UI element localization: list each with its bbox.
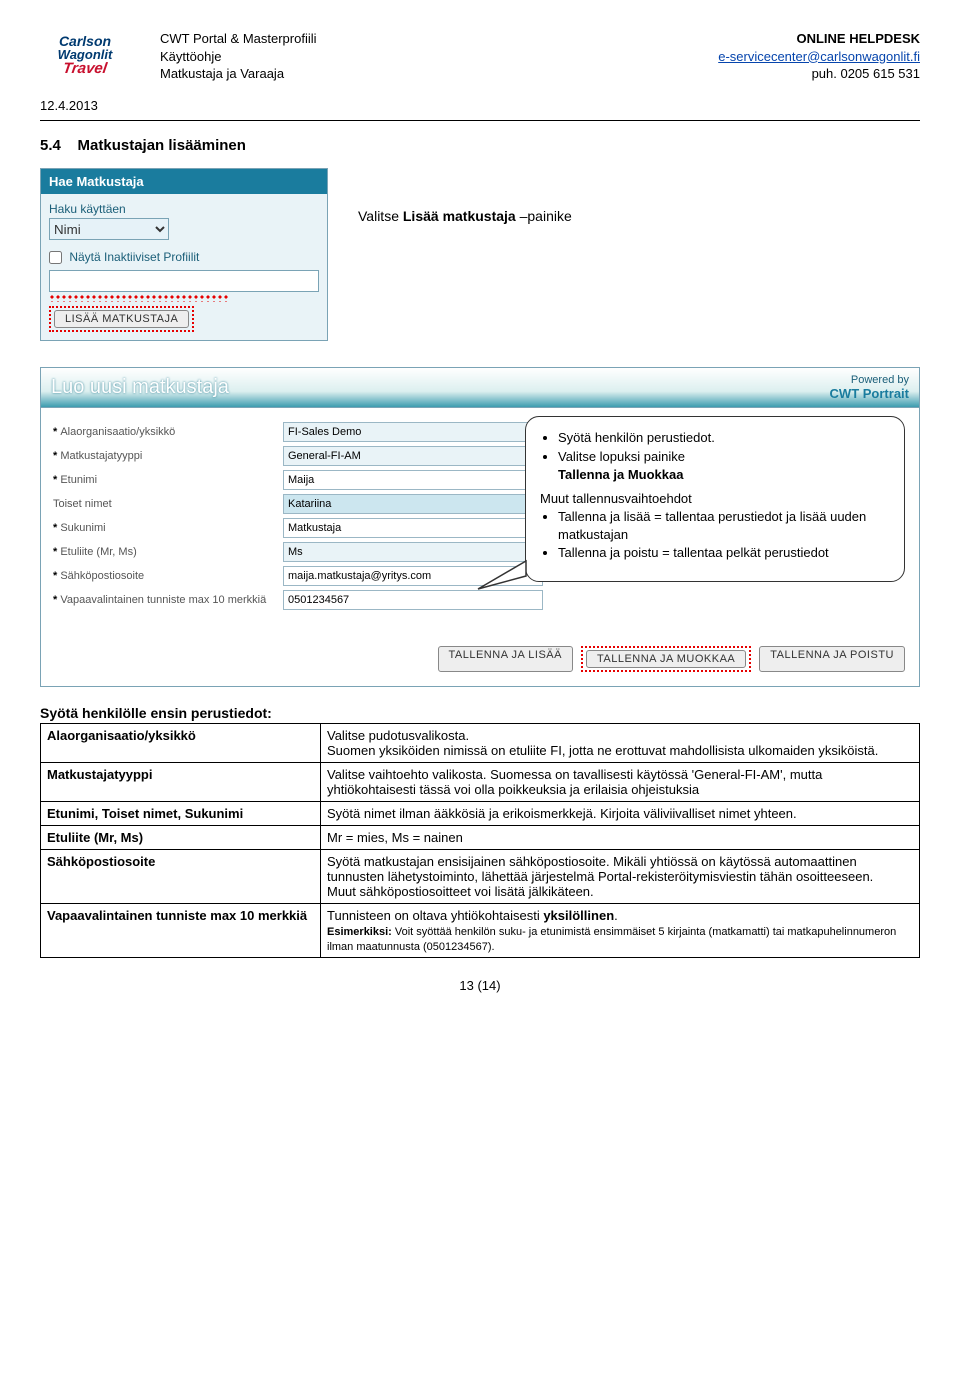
add-traveller-button[interactable]: LISÄÄ MATKUSTAJA: [54, 310, 189, 328]
form-row-label: * Matkustajatyyppi: [53, 450, 283, 462]
create-panel-title: Luo uusi matkustaja: [51, 376, 229, 399]
def-key: Matkustajatyyppi: [41, 763, 321, 802]
search-traveller-panel: Hae Matkustaja Haku käyttäen Nimi Näytä …: [40, 168, 328, 341]
def-value: Syötä matkustajan ensisijainen sähköpost…: [321, 850, 920, 904]
callout-subtitle: Muut tallennusvaihtoehdot: [540, 490, 890, 508]
search-field-label: Haku käyttäen: [49, 202, 319, 216]
doc-title-1: CWT Portal & Masterprofiili: [160, 30, 718, 48]
search-input[interactable]: [49, 270, 319, 292]
form-row: * Vapaavalintainen tunniste max 10 merkk…: [53, 590, 907, 610]
header-date: 12.4.2013: [40, 98, 98, 113]
header-separator: [40, 120, 920, 121]
create-traveller-panel: Luo uusi matkustaja Powered by CWT Portr…: [40, 367, 920, 687]
inactive-checkbox-label: Näytä Inaktiiviset Profiilit: [69, 250, 199, 264]
form-row-label: * Alaorganisaatio/yksikkö: [53, 426, 283, 438]
form-input[interactable]: [283, 422, 543, 442]
form-row-label: Toiset nimet: [53, 498, 283, 510]
header-right: ONLINE HELPDESK e-servicecenter@carlsonw…: [718, 20, 920, 83]
def-key: Etunimi, Toiset nimet, Sukunimi: [41, 802, 321, 826]
create-panel-footer: TALLENNA JA LISÄÄ TALLENNA JA MUOKKAA TA…: [41, 634, 919, 686]
cwt-logo: Carlson Wagonlit Travel: [40, 20, 130, 90]
highlight-dots-1: [49, 294, 229, 302]
powered-by: Powered by CWT Portrait: [830, 374, 909, 401]
form-input[interactable]: [283, 446, 543, 466]
callout-tail-icon: [468, 521, 528, 591]
logo-line1: Carlson: [59, 34, 111, 48]
callout-step-2: Valitse lopuksi painike Tallenna ja Muok…: [558, 448, 890, 484]
doc-title-2: Käyttöohje: [160, 48, 718, 66]
callout-step-1: Syötä henkilön perustiedot.: [558, 429, 890, 447]
callout-option-1: Tallenna ja lisää = tallentaa perustiedo…: [558, 508, 890, 544]
save-and-edit-button[interactable]: TALLENNA JA MUOKKAA: [586, 650, 746, 668]
table-row: Alaorganisaatio/yksikköValitse pudotusva…: [41, 724, 920, 763]
logo-line3: Travel: [62, 61, 108, 76]
def-value: Valitse vaihtoehto valikosta. Suomessa o…: [321, 763, 920, 802]
helpdesk-email[interactable]: e-servicecenter@carlsonwagonlit.fi: [718, 49, 920, 64]
definitions-table: Alaorganisaatio/yksikköValitse pudotusva…: [40, 723, 920, 958]
callout-option-2: Tallenna ja poistu = tallentaa pelkät pe…: [558, 544, 890, 562]
table-row: SähköpostiosoiteSyötä matkustajan ensisi…: [41, 850, 920, 904]
form-input[interactable]: [283, 494, 543, 514]
def-value: Syötä nimet ilman ääkkösiä ja erikoismer…: [321, 802, 920, 826]
def-key: Vapaavalintainen tunniste max 10 merkkiä: [41, 904, 321, 958]
section-number: 5.4: [40, 137, 61, 154]
def-value: Mr = mies, Ms = nainen: [321, 826, 920, 850]
search-panel-title: Hae Matkustaja: [41, 169, 327, 194]
table-row: Vapaavalintainen tunniste max 10 merkkiä…: [41, 904, 920, 958]
helpdesk-phone: puh. 0205 615 531: [718, 65, 920, 83]
form-row-label: * Sähköpostiosoite: [53, 570, 283, 582]
section-heading: 5.4 Matkustajan lisääminen: [40, 137, 920, 154]
save-and-add-button[interactable]: TALLENNA JA LISÄÄ: [438, 646, 573, 672]
page-header: Carlson Wagonlit Travel CWT Portal & Mas…: [40, 20, 920, 90]
instruction-callout: Syötä henkilön perustiedot. Valitse lopu…: [525, 416, 905, 581]
add-traveller-highlight: LISÄÄ MATKUSTAJA: [49, 306, 194, 332]
doc-title-3: Matkustaja ja Varaaja: [160, 65, 718, 83]
form-input[interactable]: [283, 470, 543, 490]
section-title: Matkustajan lisääminen: [78, 137, 246, 154]
form-row-label: * Etunimi: [53, 474, 283, 486]
definitions-block: Syötä henkilölle ensin perustiedot: Alao…: [40, 705, 920, 958]
inactive-checkbox[interactable]: [49, 251, 62, 264]
page-number: 13 (14): [40, 978, 920, 993]
table-row: MatkustajatyyppiValitse vaihtoehto valik…: [41, 763, 920, 802]
powered-by-label: Powered by: [830, 374, 909, 386]
def-key: Etuliite (Mr, Ms): [41, 826, 321, 850]
form-row-label: * Sukunimi: [53, 522, 283, 534]
def-key: Sähköpostiosoite: [41, 850, 321, 904]
form-input[interactable]: [283, 590, 543, 610]
def-value: Valitse pudotusvalikosta.Suomen yksiköid…: [321, 724, 920, 763]
definitions-lead: Syötä henkilölle ensin perustiedot:: [40, 705, 920, 721]
table-row: Etuliite (Mr, Ms)Mr = mies, Ms = nainen: [41, 826, 920, 850]
header-center: CWT Portal & Masterprofiili Käyttöohje M…: [160, 20, 718, 83]
powered-by-brand: CWT Portrait: [830, 386, 909, 401]
helpdesk-title: ONLINE HELPDESK: [718, 30, 920, 48]
form-row-label: * Vapaavalintainen tunniste max 10 merkk…: [53, 594, 283, 606]
save-and-edit-highlight: TALLENNA JA MUOKKAA: [581, 646, 751, 672]
form-row-label: * Etuliite (Mr, Ms): [53, 546, 283, 558]
search-type-select[interactable]: Nimi: [49, 218, 169, 240]
def-key: Alaorganisaatio/yksikkö: [41, 724, 321, 763]
save-and-exit-button[interactable]: TALLENNA JA POISTU: [759, 646, 905, 672]
table-row: Etunimi, Toiset nimet, SukunimiSyötä nim…: [41, 802, 920, 826]
def-value: Tunnisteen on oltava yhtiökohtaisesti yk…: [321, 904, 920, 958]
instruction-text: Valitse Lisää matkustaja –painike: [358, 168, 572, 224]
